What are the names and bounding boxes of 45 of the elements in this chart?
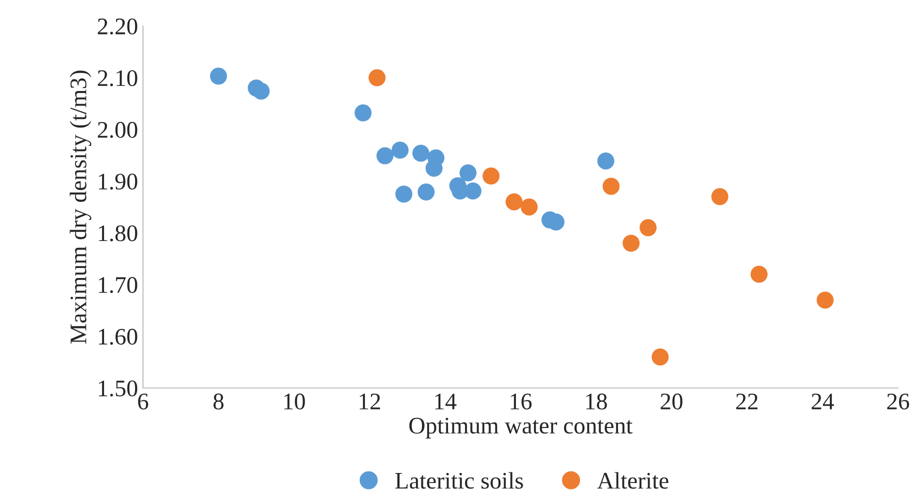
point [354,104,372,122]
point [418,184,435,201]
x-tick-label: 22 [736,394,758,410]
y-tick-label: 1.80 [98,225,138,242]
legend-label: Alterite [597,472,668,489]
x-tick-label: 16 [510,394,532,410]
point [506,193,523,210]
point [750,266,768,283]
y-axis-title: Maximum dry density (t/m3) [70,70,92,344]
y-tick-label: 1.70 [98,277,138,294]
y-tick-label: 2.00 [98,122,138,138]
y-tick-label: 1.90 [98,174,138,190]
point [640,219,657,236]
y-tick-label: 2.20 [98,18,138,35]
x-tick-label: 6 [138,394,148,410]
point [210,68,228,85]
x-tick-label: 12 [360,394,380,410]
x-tick-label: 18 [586,394,607,410]
point [602,178,620,195]
point [597,152,614,170]
point [395,186,412,203]
x-tick-label: 8 [213,394,224,410]
point [368,69,386,86]
point [392,142,409,159]
y-tick-label: 1.60 [98,328,138,345]
x-tick-label: 10 [284,394,305,410]
x-tick-label: 26 [887,394,910,410]
point [520,198,538,216]
y-tick-label: 1.50 [98,380,138,397]
legend-label: Lateritic soils [395,472,523,489]
x-tick-label: 20 [660,394,682,410]
point [460,164,477,182]
x-tick-label: 24 [812,394,834,410]
point [412,144,430,162]
point [622,234,640,252]
point [652,348,669,366]
point [376,147,394,164]
point [252,82,270,100]
point [816,292,834,309]
point [711,188,728,206]
x-axis-title: Optimum water content [409,418,632,438]
point [482,167,500,184]
y-tick-label: 2.10 [98,70,138,86]
point [426,160,443,177]
x-tick-label: 14 [435,394,456,410]
